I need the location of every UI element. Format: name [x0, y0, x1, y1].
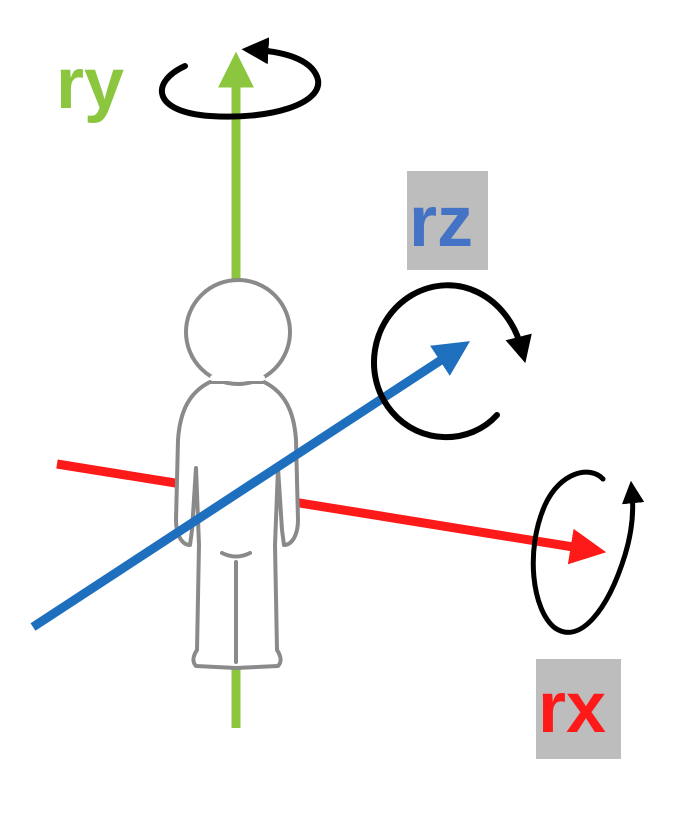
rotation-arrow-icon [371, 282, 532, 441]
rx-axis-label: rx [538, 668, 607, 748]
ry-axis-label: ry [56, 44, 125, 124]
rz-axis-label: rz [409, 182, 474, 262]
rotation-arrow-icon [158, 37, 322, 120]
x-axis-line [56, 459, 607, 565]
rotation-arrow-icon [530, 469, 645, 635]
person-figure-icon [174, 278, 300, 670]
z-axis-line [30, 341, 471, 631]
rx-label-background [536, 659, 621, 759]
rz-label-background [407, 171, 488, 270]
